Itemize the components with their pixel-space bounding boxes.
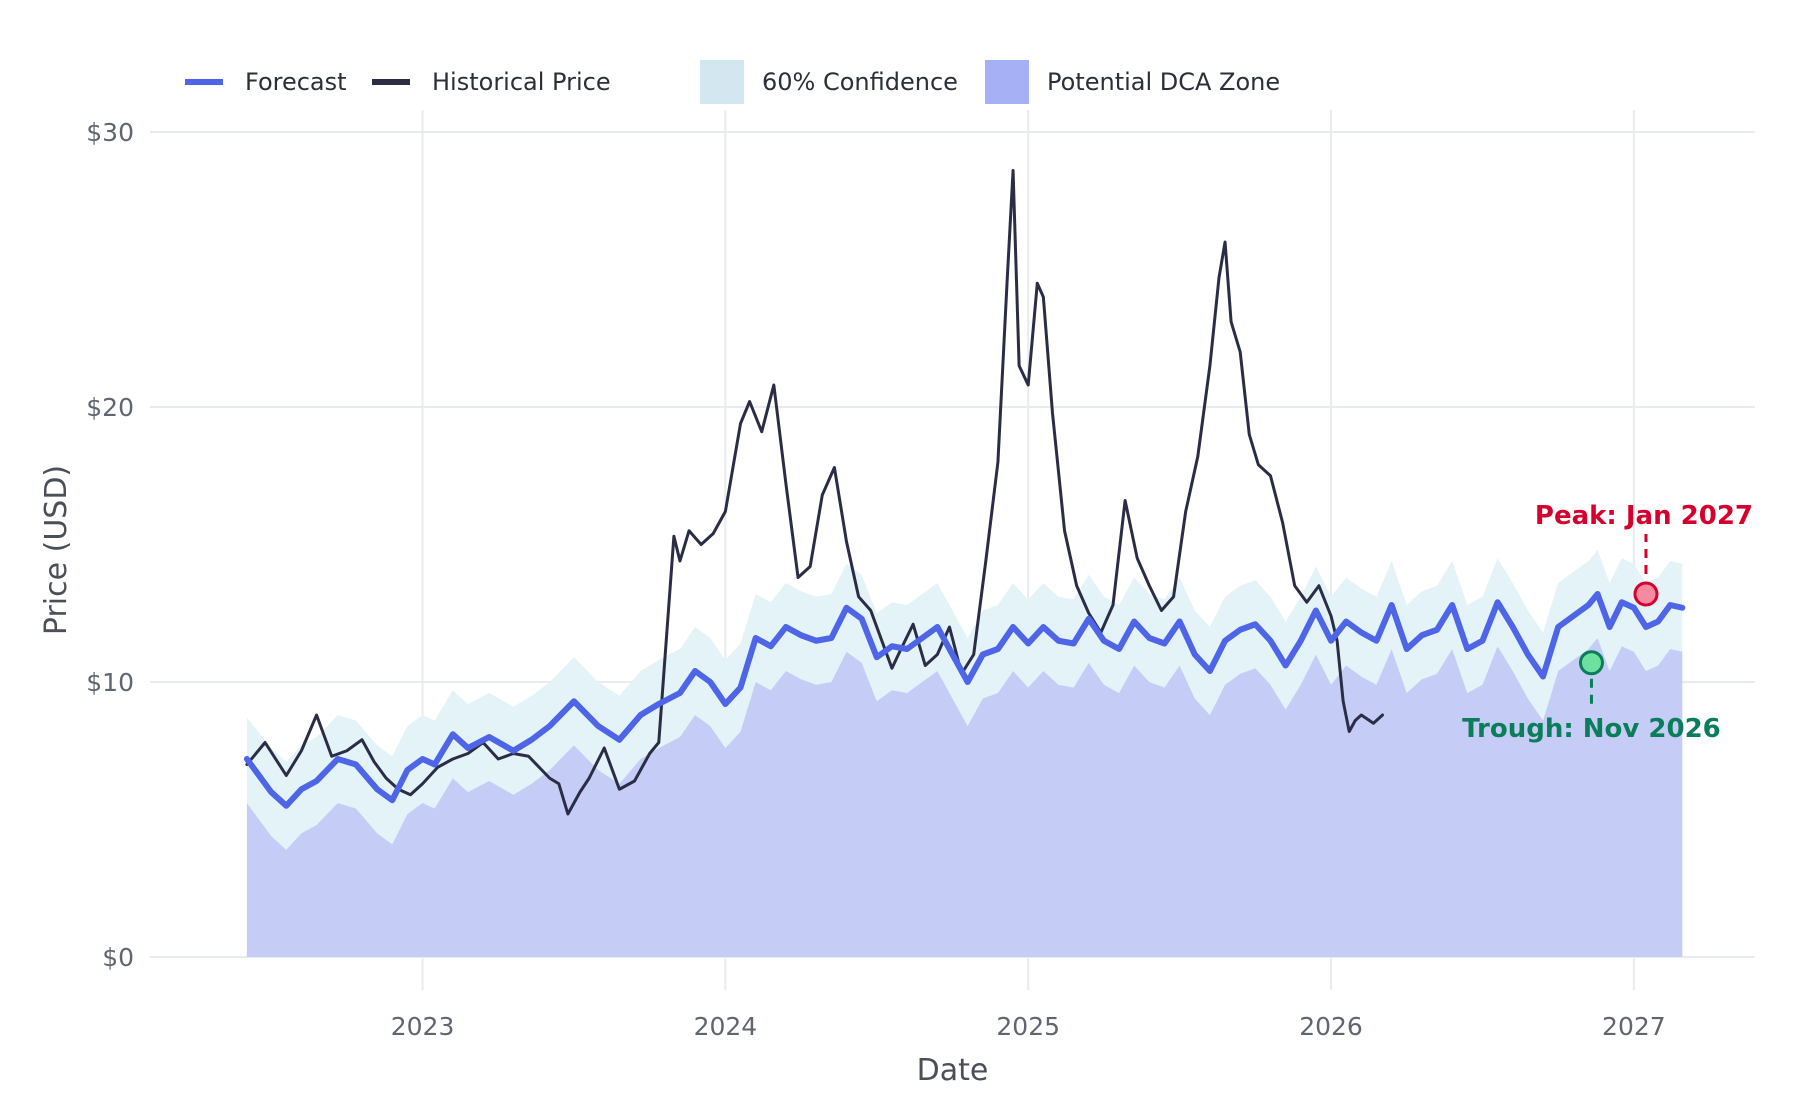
peak-label: Peak: Jan 2027: [1535, 501, 1753, 531]
annotation-layer: Peak: Jan 2027 Trough: Nov 2026: [1462, 501, 1753, 744]
peak-marker: [1633, 581, 1659, 607]
legend-swatch-3: [985, 60, 1029, 104]
x-tick-label: 2023: [391, 1012, 455, 1041]
historical-price-line: [245, 169, 1385, 816]
trough-marker: [1578, 650, 1604, 676]
y-axis-title: Price (USD): [39, 465, 74, 635]
trough-label: Trough: Nov 2026: [1462, 714, 1721, 744]
axis-layer: $0 $10 $20 $30 2023 2024 2025 2026 2027 Date Price…: [39, 118, 1666, 1088]
y-tick-label: $10: [86, 668, 134, 697]
x-tick-label: 2024: [694, 1012, 758, 1041]
area-layer: [246, 550, 1683, 957]
x-tick-label: 2025: [996, 1012, 1060, 1041]
legend-swatch-2: [700, 60, 744, 104]
line-layer: [243, 169, 1686, 816]
legend-label-1: Historical Price: [432, 68, 611, 96]
legend: Forecast Historical Price 60% Confidence Po…: [185, 60, 1280, 104]
legend-label-3: Potential DCA Zone: [1047, 68, 1280, 96]
x-axis-title: Date: [917, 1053, 989, 1088]
y-tick-label: $30: [86, 118, 134, 147]
x-tick-label: 2027: [1602, 1012, 1666, 1041]
y-tick-label: $0: [102, 943, 134, 972]
legend-label-0: Forecast: [245, 68, 347, 96]
dca-zone-area: [246, 638, 1683, 957]
legend-label-2: 60% Confidence: [762, 68, 958, 96]
y-tick-label: $20: [86, 393, 134, 422]
x-tick-label: 2026: [1299, 1012, 1363, 1041]
forecast-line: [243, 591, 1686, 809]
